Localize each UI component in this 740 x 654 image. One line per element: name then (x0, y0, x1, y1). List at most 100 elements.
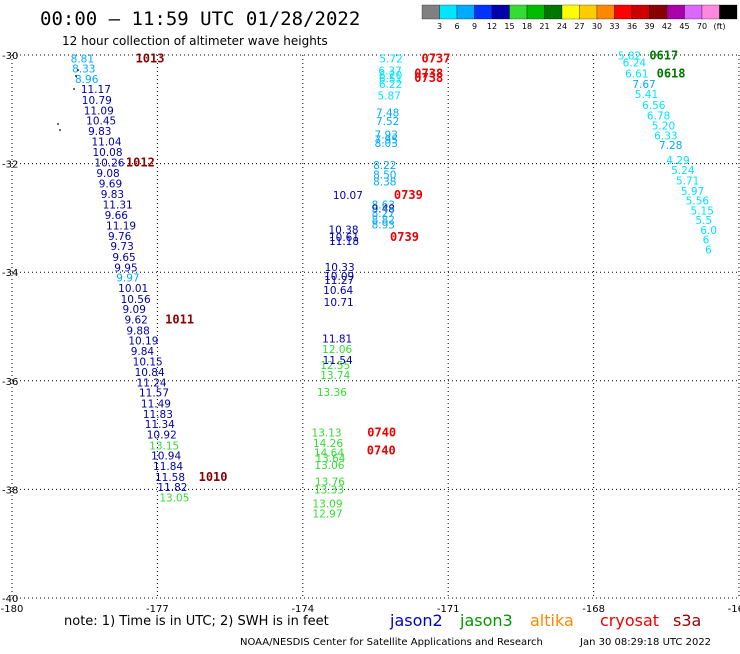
time-label: 0740 (367, 425, 396, 439)
legend-swatch (456, 4, 475, 20)
legend-swatch (509, 4, 528, 20)
wave-height-label: 13.09 (312, 499, 342, 511)
wave-height-label: 5.15 (691, 205, 714, 217)
wave-height-label: 9.62 (124, 314, 147, 326)
time-label: 0738 (414, 66, 443, 80)
wave-height-label: 9.65 (112, 252, 135, 264)
wave-height-label: 10.08 (92, 147, 122, 159)
wave-height-label: 9.97 (116, 273, 139, 285)
legend-swatch (631, 4, 650, 20)
legend-swatch (544, 4, 563, 20)
wave-height-label: 10.64 (323, 285, 353, 297)
legend-label: 30 (592, 22, 602, 31)
wave-height-label: 5.24 (671, 165, 695, 177)
time-label: 1012 (126, 156, 155, 170)
wave-height-label: 14.26 (313, 438, 343, 450)
y-tick-label: -36 (2, 377, 18, 388)
wave-height-label: 8.33 (72, 64, 95, 76)
wave-height-label: 8.27 (372, 208, 395, 220)
wave-height-label: 10.92 (147, 430, 177, 442)
legend-label: 33 (609, 22, 619, 31)
wave-height-label: 11.18 (329, 236, 359, 248)
legend-swatch (596, 4, 615, 20)
wave-height-label: 6.22 (379, 79, 402, 91)
wave-height-label: 8.63 (372, 199, 395, 211)
wave-height-label: 7.93 (375, 129, 398, 141)
legend-swatch (666, 4, 685, 20)
legend-swatch (719, 4, 738, 20)
track-1: 8.818.338.9611.1710.7911.0910.459.8311.0… (71, 51, 228, 504)
wave-height-label: 8.82 (372, 215, 395, 227)
satellite-label: jason2 (389, 611, 443, 630)
time-label: 1011 (165, 312, 194, 326)
footer-timestamp: Jan 30 08:29:18 UTC 2022 (579, 637, 711, 648)
x-tick-label: -174 (291, 604, 314, 615)
legend-label: 27 (574, 22, 584, 31)
wave-height-label: 11.54 (323, 355, 353, 367)
grid-lines (11, 54, 740, 599)
chart-subtitle: 12 hour collection of altimeter wave hei… (62, 34, 328, 48)
legend-swatch (421, 4, 440, 20)
wave-height-label: 13.36 (317, 387, 347, 399)
x-tick-label: -168 (582, 604, 605, 615)
y-tick-label: -34 (2, 268, 18, 279)
wave-height-label: 10.15 (133, 356, 163, 368)
wave-height-label: 4.29 (666, 155, 689, 167)
legend-label: 70 (697, 22, 707, 31)
legend-swatch (614, 4, 633, 20)
legend-label: 45 (679, 22, 689, 31)
wave-height-label: 10.79 (82, 95, 112, 107)
legend-label: 39 (644, 22, 654, 31)
time-label: 0738 (414, 71, 443, 85)
legend-swatch (579, 4, 598, 20)
wave-height-label: 10.56 (121, 294, 151, 306)
satellite-legend: jason2 jason3 altika cryosat s3a (389, 611, 701, 630)
time-label: 1010 (199, 470, 228, 484)
track-dot (59, 129, 61, 131)
wave-height-label: 11.83 (143, 409, 173, 421)
wave-height-label: 13.05 (159, 493, 189, 505)
wave-height-label: 9.09 (123, 304, 146, 316)
wave-height-label: 8.38 (373, 177, 396, 189)
y-tick-label: -40 (2, 594, 18, 605)
chart-marks: 8.818.338.9611.1710.7911.0910.459.8311.0… (57, 49, 717, 520)
wave-height-label: 11.19 (106, 221, 136, 233)
track-dot (73, 88, 75, 90)
wave-height-label: 9.95 (114, 262, 137, 274)
wave-height-label: 6.61 (625, 68, 648, 80)
wave-height-label: 13.64 (315, 453, 345, 465)
wave-height-label: 13.06 (314, 460, 344, 472)
legend-swatch (491, 4, 510, 20)
wave-height-label: 11.58 (155, 472, 185, 484)
legend-swatch (684, 4, 703, 20)
footer-note: note: 1) Time is in UTC; 2) SWH is in fe… (64, 614, 329, 629)
legend-label: 3 (437, 22, 442, 31)
wave-height-label: 8.03 (375, 138, 398, 150)
wave-height-label: 5.5 (695, 215, 712, 227)
legend-label: 36 (627, 22, 637, 31)
wave-height-label: 14.64 (314, 447, 344, 459)
track-4: 5.826.246.617.675.416.566.785.206.337.28… (618, 49, 717, 257)
legend-label: 21 (539, 22, 549, 31)
wave-height-label: 10.84 (135, 367, 165, 379)
wave-height-label: 13.13 (312, 427, 342, 439)
wave-height-label: 5.56 (686, 196, 710, 208)
wave-height-label: 6.78 (647, 110, 670, 122)
wave-height-label: 12.06 (322, 344, 352, 356)
wave-height-label: 11.82 (157, 482, 187, 494)
time-label: 0617 (649, 49, 678, 63)
legend-label: 42 (662, 22, 672, 31)
x-tick-label: -171 (437, 604, 460, 615)
time-label: 0618 (657, 66, 686, 80)
x-tick-label: -180 (1, 604, 24, 615)
wave-height-label: 5.97 (681, 186, 704, 198)
wave-height-label: 9.84 (131, 346, 155, 358)
wave-height-label: 11.24 (137, 377, 167, 389)
wave-height-label: 11.27 (324, 275, 354, 287)
satellite-label: jason3 (459, 611, 513, 630)
wave-height-label: 8.22 (373, 160, 396, 172)
footer-credit: NOAA/NESDIS Center for Satellite Applica… (240, 637, 543, 648)
wave-height-label: 11.81 (322, 333, 352, 345)
